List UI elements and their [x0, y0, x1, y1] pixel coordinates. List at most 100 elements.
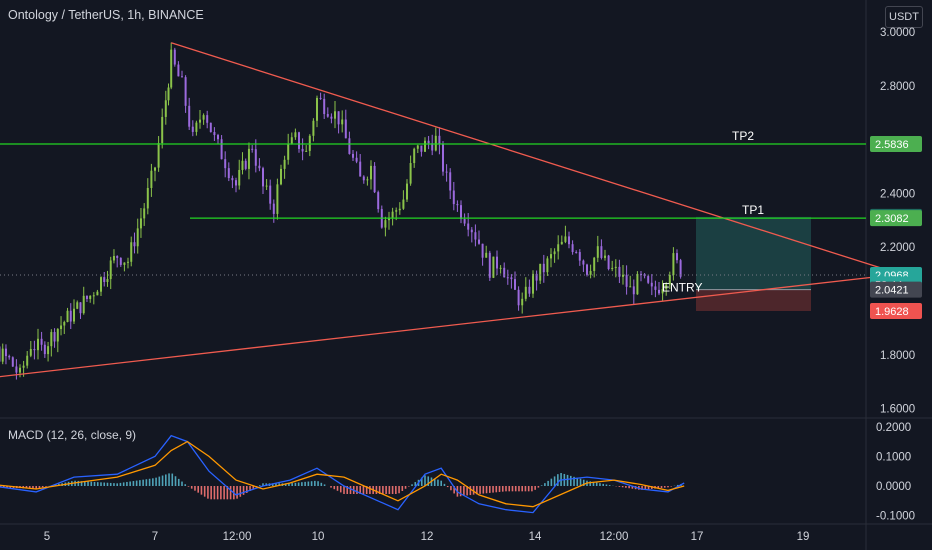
- price-label-text: 2.5836: [875, 139, 909, 151]
- candle-body: [413, 148, 416, 164]
- candle-body: [164, 100, 167, 117]
- candle-body: [127, 261, 129, 263]
- candle-body: [618, 266, 621, 277]
- candle-body: [521, 298, 524, 306]
- candle-body: [301, 148, 304, 152]
- candle-body: [506, 277, 509, 279]
- candle-body: [1, 348, 4, 362]
- candle-body: [191, 126, 194, 132]
- candle-body: [269, 185, 272, 204]
- candle-body: [434, 135, 437, 151]
- candle-body: [40, 338, 43, 345]
- candle-body: [33, 348, 36, 351]
- candle-body: [224, 159, 227, 169]
- candle-body: [79, 302, 82, 314]
- candle-body: [73, 308, 75, 322]
- price-label-tp1: 2.3082: [870, 210, 922, 227]
- candle-body: [227, 168, 230, 179]
- candle-body: [474, 232, 477, 240]
- candle-body: [463, 219, 466, 224]
- candle-body: [4, 348, 7, 357]
- macd-tick: 0.0000: [876, 481, 911, 493]
- price-label-bg: [870, 303, 922, 320]
- candle-body: [499, 267, 502, 269]
- currency-button[interactable]: USDT: [885, 6, 923, 28]
- candle-body: [136, 228, 139, 247]
- candle-body: [154, 167, 156, 171]
- candle-body: [546, 258, 549, 273]
- candle-body: [220, 139, 223, 160]
- candle-body: [542, 263, 545, 273]
- candle-body: [647, 276, 650, 283]
- candle-body: [157, 143, 160, 168]
- candle-body: [238, 169, 241, 186]
- candle-body: [362, 176, 365, 181]
- candle-body: [258, 165, 261, 169]
- horizontal-levels: TP2 TP1 ENTRY: [0, 129, 866, 295]
- candle-body: [377, 192, 380, 210]
- candle-body: [442, 144, 444, 172]
- candle-body: [89, 295, 92, 299]
- candle-body: [550, 254, 552, 259]
- candle-body: [488, 252, 491, 278]
- candle-body: [416, 145, 419, 149]
- candle-body: [22, 365, 25, 368]
- axes: 3.0000 2.8000 2.4000 2.2000 1.8000 1.6000 0.20…: [44, 27, 915, 543]
- candle-body: [514, 279, 516, 290]
- candle-body: [557, 244, 560, 252]
- candle-body: [359, 161, 362, 177]
- candle-body: [582, 260, 585, 265]
- candle-body: [406, 183, 408, 200]
- candle-body: [287, 143, 290, 160]
- candle-body: [560, 241, 563, 245]
- candle-body: [636, 273, 639, 295]
- candle-body: [524, 286, 527, 299]
- candle-body: [143, 208, 146, 219]
- candle-body: [92, 295, 95, 297]
- level-tp1-label: TP1: [742, 203, 764, 217]
- candle-body: [654, 286, 657, 290]
- candle-body: [251, 148, 254, 150]
- candle-body: [298, 132, 300, 149]
- candle-body: [481, 243, 484, 258]
- time-tick: 12: [421, 531, 434, 543]
- candle-body: [614, 266, 617, 268]
- candle-body: [217, 135, 219, 140]
- position-target-zone: [696, 216, 811, 290]
- candle-body: [209, 122, 212, 133]
- candle-body: [53, 332, 56, 342]
- candle-body: [319, 97, 322, 99]
- candle-body: [535, 273, 538, 281]
- macd-title: MACD (12, 26, close, 9): [8, 428, 137, 442]
- price-label-bg: [870, 210, 922, 227]
- candle-body: [431, 143, 434, 151]
- candle-body: [568, 236, 570, 245]
- price-tick: 2.8000: [880, 81, 915, 93]
- candle-body: [650, 282, 653, 287]
- price-label-bg: [870, 136, 922, 153]
- chart-title: Ontology / TetherUS, 1h, BINANCE: [8, 8, 204, 22]
- candle-body: [173, 49, 176, 65]
- candle-body: [344, 119, 347, 139]
- candle-body: [496, 256, 498, 269]
- candle-body: [366, 179, 369, 181]
- candle-body: [503, 267, 506, 278]
- lower-trendline: [0, 273, 901, 378]
- candle-body: [611, 267, 614, 270]
- candle-body: [202, 115, 205, 120]
- candle-body: [66, 310, 69, 323]
- candle-body: [323, 98, 326, 115]
- time-tick: 7: [152, 531, 158, 543]
- price-tick: 3.0000: [880, 27, 915, 39]
- candle-body: [119, 257, 122, 265]
- candle-body: [665, 284, 668, 290]
- candle-body: [334, 111, 336, 119]
- candle-body: [679, 260, 682, 277]
- candle-body: [607, 255, 610, 270]
- candle-body: [532, 273, 534, 294]
- time-tick: 12:00: [223, 531, 252, 543]
- candle-body: [438, 135, 441, 145]
- candle-body: [604, 255, 606, 258]
- candle-body: [578, 252, 581, 261]
